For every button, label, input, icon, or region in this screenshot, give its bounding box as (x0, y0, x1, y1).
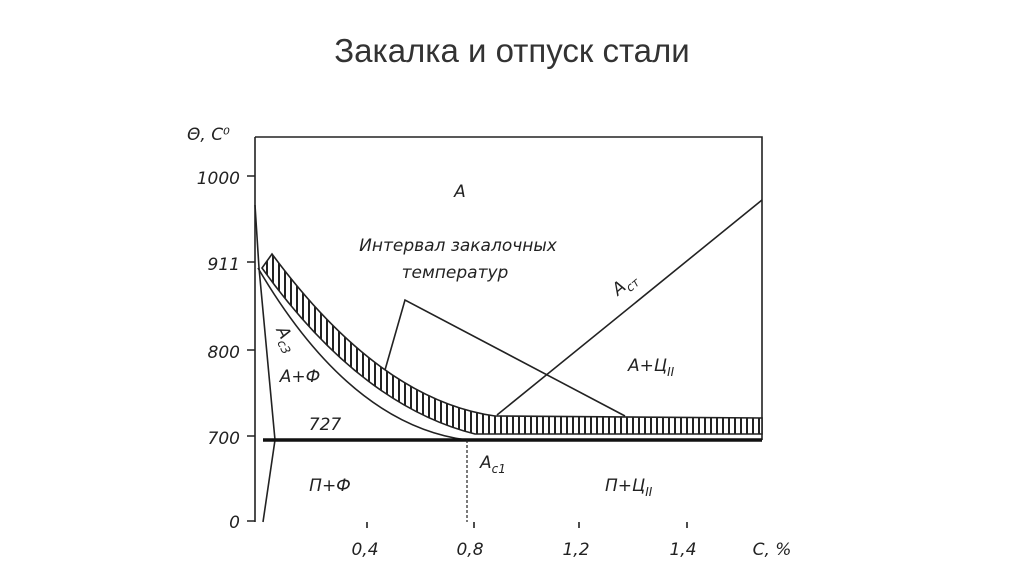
annotation: температур (402, 263, 509, 283)
temperature-label: 727 (309, 415, 342, 435)
label-main: А (479, 453, 492, 473)
y-tick-label: 1000 (197, 169, 240, 189)
title: Закалка и отпуск стали (334, 32, 689, 69)
y-tick-label: 800 (208, 343, 240, 363)
region-label: А+ЦII (627, 356, 675, 379)
ac3-line (257, 267, 468, 441)
y-tick-label: 700 (208, 429, 240, 449)
acm-line (496, 199, 763, 416)
region-label: Ас1 (479, 453, 506, 476)
y-tick-label: 0 (229, 513, 240, 533)
region-label: А+Ф (279, 367, 321, 387)
region-label: П+ЦII (605, 476, 653, 499)
y-axis-label: Θ, С⁰ (187, 125, 230, 145)
frame (254, 136, 763, 522)
annotation: Интервал закалочных (359, 236, 558, 256)
y-tick-label: 911 (208, 255, 240, 275)
x-tick-label: 1,2 (562, 540, 589, 560)
x-tick-label: 0,4 (351, 540, 378, 560)
label-main: А+Ц (627, 356, 667, 376)
label-sub: II (667, 365, 675, 379)
ferrite-boundary (254, 204, 276, 523)
y-ticks (247, 175, 255, 522)
leader-lines (384, 298, 626, 417)
diagram: Θ, С⁰ 1000 911 800 700 0 0,4 0,8 1,2 1,4… (187, 125, 791, 560)
region-label: П+Ф (309, 476, 351, 496)
region-label: Аст (608, 268, 644, 303)
hardening-band (261, 252, 763, 435)
label-sub: с1 (492, 462, 506, 476)
label-main: П+Ц (605, 476, 645, 496)
x-tick-label: 0,8 (456, 540, 483, 560)
label-sub: с3 (274, 337, 293, 356)
region-label: А (453, 182, 466, 202)
label-sub: II (645, 485, 653, 499)
x-ticks (366, 522, 688, 528)
x-tick-label: 1,4 (669, 540, 696, 560)
x-axis-label: С, % (753, 540, 792, 560)
